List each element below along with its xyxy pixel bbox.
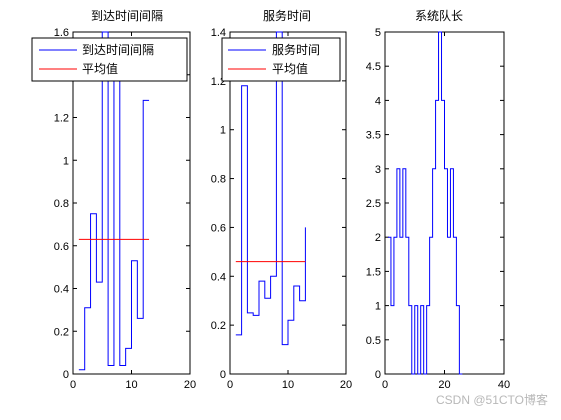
watermark-text: CSDN @51CTO博客	[436, 392, 548, 407]
arrival-interval-title: 到达时间间隔	[91, 9, 163, 23]
y-tick-label: 0.5	[366, 335, 381, 347]
x-tick-label: 10	[282, 379, 294, 391]
y-tick-label: 0.2	[211, 320, 226, 332]
queue-length-title: 系统队长	[415, 8, 463, 23]
y-tick-label: 3	[375, 164, 381, 176]
legend-label-arrival-interval: 到达时间间隔	[82, 43, 154, 57]
y-tick-label: 1.4	[211, 27, 226, 39]
y-tick-label: 1	[220, 125, 226, 137]
service-time-legend: 服务时间 平均值	[221, 37, 341, 82]
y-tick-label: 0	[220, 369, 226, 381]
y-tick-label: 0.4	[211, 271, 226, 283]
series-stairs-line	[387, 31, 463, 375]
y-tick-label: 1.6	[54, 27, 69, 39]
y-tick-label: 0	[375, 369, 381, 381]
y-tick-label: 0.6	[211, 222, 226, 234]
x-tick-label: 40	[498, 379, 510, 391]
y-tick-label: 0	[63, 369, 69, 381]
y-tick-label: 4	[375, 95, 381, 107]
legend-label-service-time: 服务时间	[272, 42, 320, 57]
x-tick-label: 0	[70, 379, 76, 391]
x-tick-label: 20	[184, 379, 196, 391]
y-tick-label: 1.2	[54, 113, 69, 125]
y-tick-label: 1.5	[366, 266, 381, 278]
y-tick-label: 0.8	[54, 198, 69, 210]
y-tick-label: 0.6	[54, 241, 69, 253]
service-time-title: 服务时间	[263, 8, 311, 23]
y-tick-label: 0.8	[211, 174, 226, 186]
y-tick-label: 1	[63, 155, 69, 167]
legend-box	[31, 37, 188, 82]
y-tick-label: 3.5	[366, 130, 381, 142]
x-tick-label: 20	[340, 379, 352, 391]
y-tick-label: 4.5	[366, 61, 381, 73]
legend-label-mean: 平均值	[82, 61, 118, 76]
x-tick-label: 0	[382, 379, 388, 391]
x-tick-label: 20	[438, 379, 450, 391]
series-stairs-line	[235, 31, 306, 346]
y-tick-label: 2	[375, 232, 381, 244]
series-stairs-line	[78, 31, 150, 371]
y-tick-label: 5	[375, 27, 381, 39]
y-tick-label: 1	[375, 301, 381, 313]
arrival-interval-legend: 到达时间间隔 平均值	[31, 37, 188, 82]
y-tick-label: 2.5	[366, 198, 381, 210]
x-tick-label: 0	[227, 379, 233, 391]
legend-box	[221, 37, 341, 82]
y-tick-label: 0.4	[54, 284, 69, 296]
queue-length-plot: 0 20 40 0 0.5 1 1.5 2 2.5 3 3.5 4 4.5 5	[366, 27, 510, 391]
legend-label-mean: 平均值	[272, 61, 308, 76]
x-tick-label: 10	[125, 379, 137, 391]
y-tick-label: 0.2	[54, 326, 69, 338]
